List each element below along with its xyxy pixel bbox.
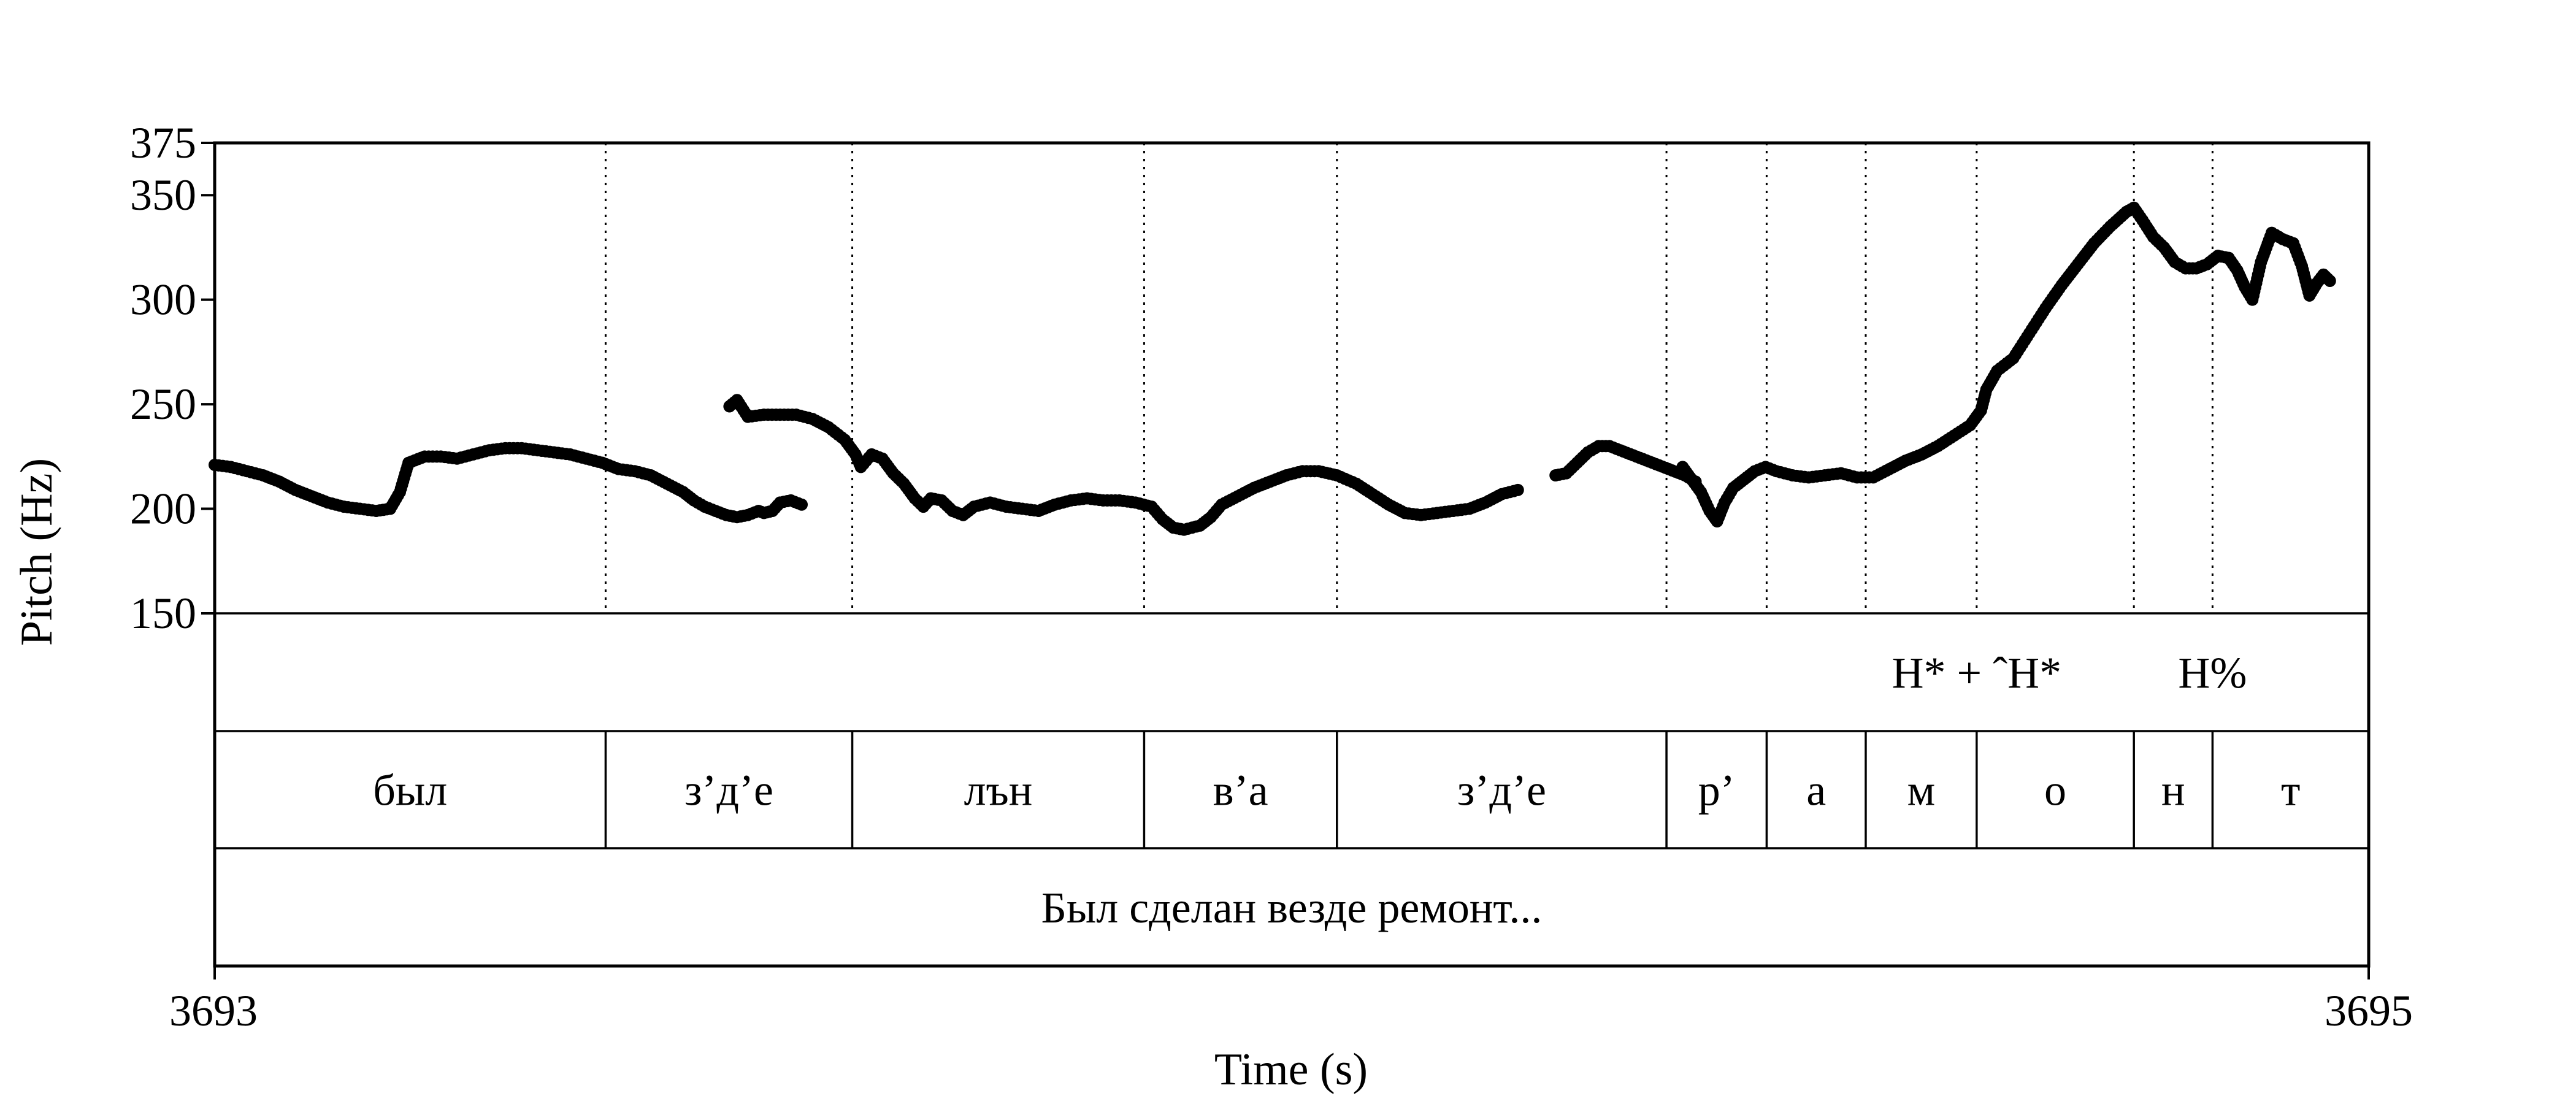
tone-label-0: H* + ˆH* [1892,648,2062,697]
y-tick-label-300: 300 [130,275,196,324]
segment-label-2: лън [964,766,1033,815]
y-tick-label-200: 200 [130,485,196,534]
sentence-label-0: Был сделан везде ремонт... [1041,883,1543,932]
x-tick-label-end: 3695 [2325,986,2413,1035]
x-axis-title: Time (s) [1214,1045,1368,1095]
segment-label-10: т [2281,766,2300,815]
segment-label-0: был [373,766,447,815]
plot-frame [213,141,2371,968]
segment-label-9: н [2161,766,2185,815]
pitch-point [1511,483,1524,496]
y-axis-title: Pitch (Hz) [12,458,62,646]
segment-label-8: о [2044,766,2066,815]
segment-label-1: з’д’е [684,766,773,815]
y-tick-label-375: 375 [130,118,196,167]
y-tick-label-350: 350 [130,171,196,220]
tier-labels: H* + ˆH* H% был з’д’е лън в’а з’д’е р’ а м о н т Был … [373,648,2300,932]
segment-label-6: а [1806,766,1826,815]
segment-label-3: в’а [1213,766,1268,815]
pitch-point [795,498,808,511]
boundary-lines [604,143,2214,848]
y-tick-label-250: 250 [130,380,196,429]
y-tick-label-150: 150 [130,589,196,638]
x-tick-label-start: 3693 [169,986,258,1035]
segment-label-4: з’д’е [1457,766,1546,815]
pitch-point [2323,274,2336,287]
plot-border [213,141,2371,968]
segment-label-5: р’ [1698,766,1735,815]
segment-label-7: м [1907,766,1936,815]
pitch-series [209,201,2336,536]
tone-label-1: H% [2178,648,2247,697]
